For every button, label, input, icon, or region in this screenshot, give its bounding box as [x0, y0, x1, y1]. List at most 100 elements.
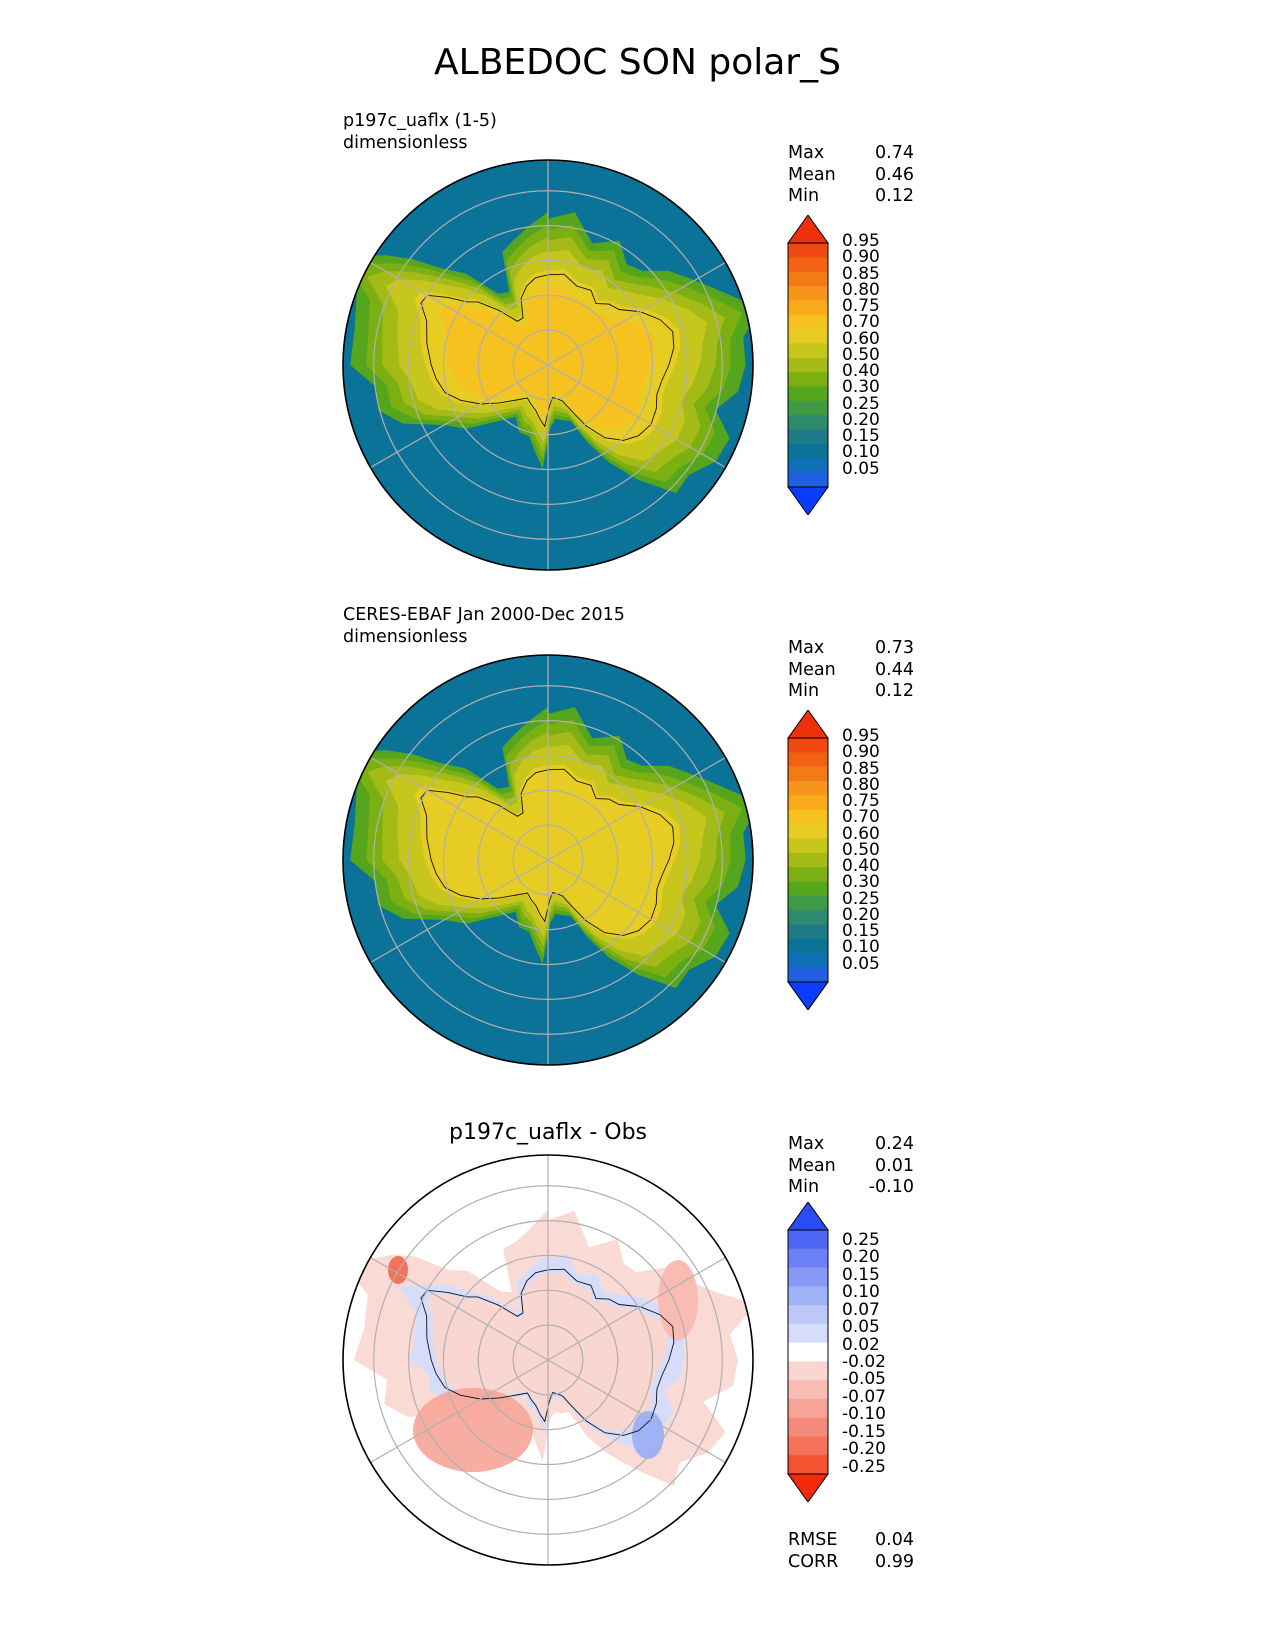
colorbar-tick-label: 0.15 — [842, 921, 880, 942]
colorbar-segment — [788, 938, 828, 954]
stat-label-max: Max — [788, 143, 825, 163]
colorbar-segment — [788, 386, 828, 402]
colorbar-segment — [788, 752, 828, 768]
stat-value-mean: 0.01 — [875, 1155, 914, 1176]
stat-value-max: 0.74 — [875, 143, 914, 163]
colorbar-segment — [788, 924, 828, 940]
colorbar-tick-label: -0.02 — [842, 1352, 886, 1372]
colorbar-tick-label: 0.60 — [842, 823, 880, 844]
colorbar-frame — [787, 737, 829, 983]
colorbar-tick-label: 0.02 — [842, 1334, 880, 1355]
colorbar-segment — [788, 257, 828, 273]
meridian-gridline — [370, 756, 549, 861]
colorbar-tick-label: 0.05 — [842, 953, 880, 974]
colorbar-tick-label: 0.80 — [842, 279, 880, 300]
colorbar-tick-label: -0.05 — [842, 1369, 886, 1390]
colorbar-extend-min — [787, 486, 829, 515]
colorbar-tick-label: -0.25 — [842, 1456, 886, 1477]
colorbar-segment — [788, 910, 828, 926]
stat-label-min: Min — [788, 1177, 820, 1197]
colorbar-segment — [788, 314, 828, 330]
colorbar-tick-label: 0.80 — [842, 774, 880, 795]
east-positive — [658, 1260, 698, 1340]
colorbar-segment — [788, 867, 828, 883]
map-boundary — [342, 159, 754, 571]
colorbar-tick-label: -0.07 — [842, 1386, 886, 1407]
colorbar-segment — [788, 1323, 828, 1344]
panel-obs: CERES-EBAF Jan 2000-Dec 2015 dimensionle… — [0, 0, 1275, 1066]
colorbar-segment — [788, 400, 828, 416]
meridian-gridline — [547, 261, 726, 366]
colorbar — [787, 1202, 829, 1502]
colorbar-segment — [788, 809, 828, 825]
colorbar-tick-label: 0.70 — [842, 312, 880, 333]
stat-label-min: Min — [788, 681, 820, 701]
colorbar-segment — [788, 953, 828, 969]
colorbar-tick-label: 0.70 — [842, 807, 880, 828]
colorbar-tick-label: -0.10 — [842, 1404, 886, 1425]
stat-value-mean: 0.44 — [875, 659, 914, 680]
colorbar-tick-label: 0.90 — [842, 247, 880, 268]
colorbar-tick-label: 0.75 — [842, 791, 880, 812]
colorbar-segment — [788, 343, 828, 359]
colorbar-tick-label: 0.95 — [842, 726, 880, 746]
colorbar-segment — [788, 372, 828, 388]
stat-label-max: Max — [788, 638, 825, 658]
colorbar-segment — [788, 824, 828, 839]
colorbar-tick-label: 0.10 — [842, 1282, 880, 1303]
colorbar-tick-label: 0.25 — [842, 1230, 880, 1250]
stat-value-min: 0.12 — [875, 681, 914, 701]
colorbar-tick-label: 0.25 — [842, 888, 880, 909]
colorbar-tick-label: 0.30 — [842, 377, 880, 398]
meridian-gridline — [547, 756, 726, 861]
map-field — [343, 1155, 753, 1565]
colorbar-segment — [788, 838, 828, 854]
colorbar-frame — [787, 242, 829, 488]
coastline — [420, 768, 675, 936]
colorbar-segment — [788, 1230, 828, 1250]
colorbar-extend-max — [787, 710, 829, 739]
colorbar-segment — [788, 1436, 828, 1456]
colorbar-tick-label: 0.10 — [842, 442, 880, 463]
colorbar-tick-label: 0.85 — [842, 758, 880, 779]
meridian-gridline — [370, 1256, 549, 1361]
stat-label-mean: Mean — [788, 1155, 836, 1176]
stats-block: Max 0.73 Mean 0.44 Min 0.12 — [788, 638, 914, 703]
stat-value-max: 0.24 — [875, 1134, 914, 1154]
colorbar-segment — [788, 1417, 828, 1437]
colorbar-segment — [788, 1342, 828, 1362]
panel-diff: p197c_uaflx - Obs Max 0.24 Mean 0.01 Min -0… — [0, 0, 1275, 1572]
colorbar-segment — [788, 967, 828, 983]
colorbar-segment — [788, 895, 828, 911]
stats-block: Max 0.74 Mean 0.46 Min 0.12 — [788, 143, 914, 208]
colorbar-segment — [788, 852, 828, 868]
metric-value-corr: 0.99 — [875, 1551, 914, 1572]
colorbar-segment — [788, 1380, 828, 1400]
colorbar-segment — [788, 472, 828, 488]
meridian-gridline — [547, 1256, 726, 1361]
panel-model: p197c_uaflx (1-5) dimensionless Max 0.74 … — [0, 0, 1275, 571]
colorbar-tick-label: 0.20 — [842, 904, 880, 925]
polar-map-obs — [342, 654, 754, 1066]
colorbar-extend-min — [787, 981, 829, 1010]
polar-map-diff — [342, 1154, 754, 1566]
colorbar-tick-label: 0.90 — [842, 742, 880, 763]
colorbar-segment — [788, 357, 828, 373]
colorbar-tick-label: 0.15 — [842, 426, 880, 447]
stat-value-min: 0.12 — [875, 186, 914, 206]
colorbar-tick-label: -0.20 — [842, 1439, 886, 1460]
colorbar-tick-label: 0.20 — [842, 409, 880, 430]
stat-label-max: Max — [788, 1134, 825, 1154]
metrics-block: RMSE 0.04 CORR 0.99 — [788, 1530, 914, 1573]
colorbar-segment — [788, 1455, 828, 1475]
metric-label-rmse: RMSE — [788, 1530, 838, 1550]
coastline — [420, 1268, 675, 1436]
metric-label-corr: CORR — [788, 1551, 839, 1572]
colorbar-segment — [788, 766, 828, 782]
stat-label-mean: Mean — [788, 164, 836, 185]
colorbar-tick-label: 0.25 — [842, 393, 880, 414]
map-boundary — [342, 1154, 754, 1566]
colorbar-tick-label: 0.10 — [842, 937, 880, 958]
panel-title: CERES-EBAF Jan 2000-Dec 2015 — [343, 605, 625, 625]
colorbar-tick-label: 0.40 — [842, 856, 880, 877]
